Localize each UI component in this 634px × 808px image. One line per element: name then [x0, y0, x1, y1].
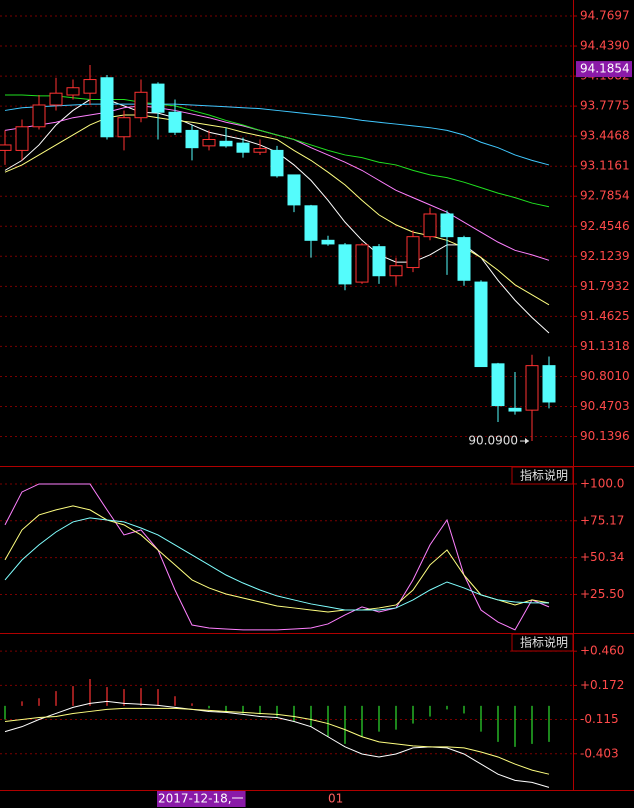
candle-body	[372, 246, 386, 277]
candle-body	[542, 365, 556, 403]
candle-body	[406, 236, 420, 269]
y-tick-label: 94.7697	[580, 9, 630, 23]
candle-body	[202, 139, 216, 147]
candle-body	[83, 79, 97, 94]
candle-body	[236, 142, 250, 153]
candle-body	[423, 213, 437, 238]
y-tick-label: 91.1318	[580, 339, 630, 353]
series-line	[4, 505, 550, 613]
candle-body	[525, 365, 539, 411]
x-tick-label: 2017-12-18,一	[158, 792, 244, 806]
y-tick-label: +50.34	[580, 550, 624, 564]
candle-body	[49, 92, 63, 106]
price-marker-box	[576, 61, 632, 78]
y-tick-label: 91.7932	[580, 279, 630, 293]
y-tick-label: +100.0	[580, 476, 624, 490]
candle-body	[168, 111, 182, 133]
y-tick-label: 91.4625	[580, 309, 630, 323]
candle-body	[253, 148, 267, 153]
candle-body	[32, 104, 46, 128]
y-tick-label: +0.172	[580, 678, 624, 692]
series-line	[4, 103, 550, 166]
candle-body	[355, 244, 369, 283]
candle-body	[100, 77, 114, 138]
y-tick-label: 90.8010	[580, 369, 630, 383]
candle-body	[134, 91, 148, 119]
candle-body	[508, 407, 522, 412]
candle-body	[491, 363, 505, 407]
series-line	[4, 483, 550, 631]
candle-body	[474, 281, 488, 368]
y-tick-label: 94.4390	[580, 39, 630, 53]
x-cursor-highlight	[157, 791, 246, 807]
candle-body	[304, 205, 318, 241]
y-tick-label: +25.50	[580, 587, 624, 601]
y-tick-label: +0.460	[580, 644, 624, 658]
y-tick-label: +75.17	[580, 513, 624, 527]
price-marker-label: 94.1854	[580, 62, 630, 76]
candle-body	[219, 140, 233, 147]
candle-body	[66, 87, 80, 96]
candle-body	[440, 213, 454, 238]
low-marker-arrowhead	[525, 438, 529, 445]
series-line	[4, 517, 549, 611]
candle-body	[457, 237, 471, 281]
indicator-button[interactable]	[511, 633, 574, 652]
y-tick-label: 93.1161	[580, 159, 630, 173]
series-line	[5, 94, 550, 208]
candle-body	[270, 149, 284, 177]
y-tick-label: 90.1396	[580, 429, 630, 443]
y-tick-label: -0.403	[580, 746, 619, 760]
candle-body	[185, 129, 199, 149]
y-tick-label: 90.4703	[580, 399, 630, 413]
series-line	[4, 700, 550, 788]
indicator-button[interactable]	[511, 466, 574, 485]
candle-body	[15, 126, 29, 151]
candle-body	[389, 265, 403, 277]
candle-body	[151, 83, 165, 113]
series-line	[4, 707, 550, 775]
candle-body	[338, 244, 352, 285]
indicator-button-label[interactable]: 指标说明	[520, 468, 568, 483]
low-marker-label: 90.0900	[468, 434, 518, 448]
indicator-button-label[interactable]: 指标说明	[520, 635, 568, 650]
candle-body	[287, 174, 301, 206]
candle-body	[117, 117, 131, 138]
y-tick-label: 92.7854	[580, 189, 630, 203]
x-tick-label: 01	[328, 792, 343, 806]
y-tick-label: 92.1239	[580, 249, 630, 263]
candle-body	[0, 144, 12, 151]
y-tick-label: 92.4546	[580, 219, 630, 233]
y-tick-label: 93.7775	[580, 99, 630, 113]
candle-body	[321, 239, 335, 245]
y-tick-label: -0.115	[580, 712, 619, 726]
y-tick-label: 93.4468	[580, 129, 630, 143]
